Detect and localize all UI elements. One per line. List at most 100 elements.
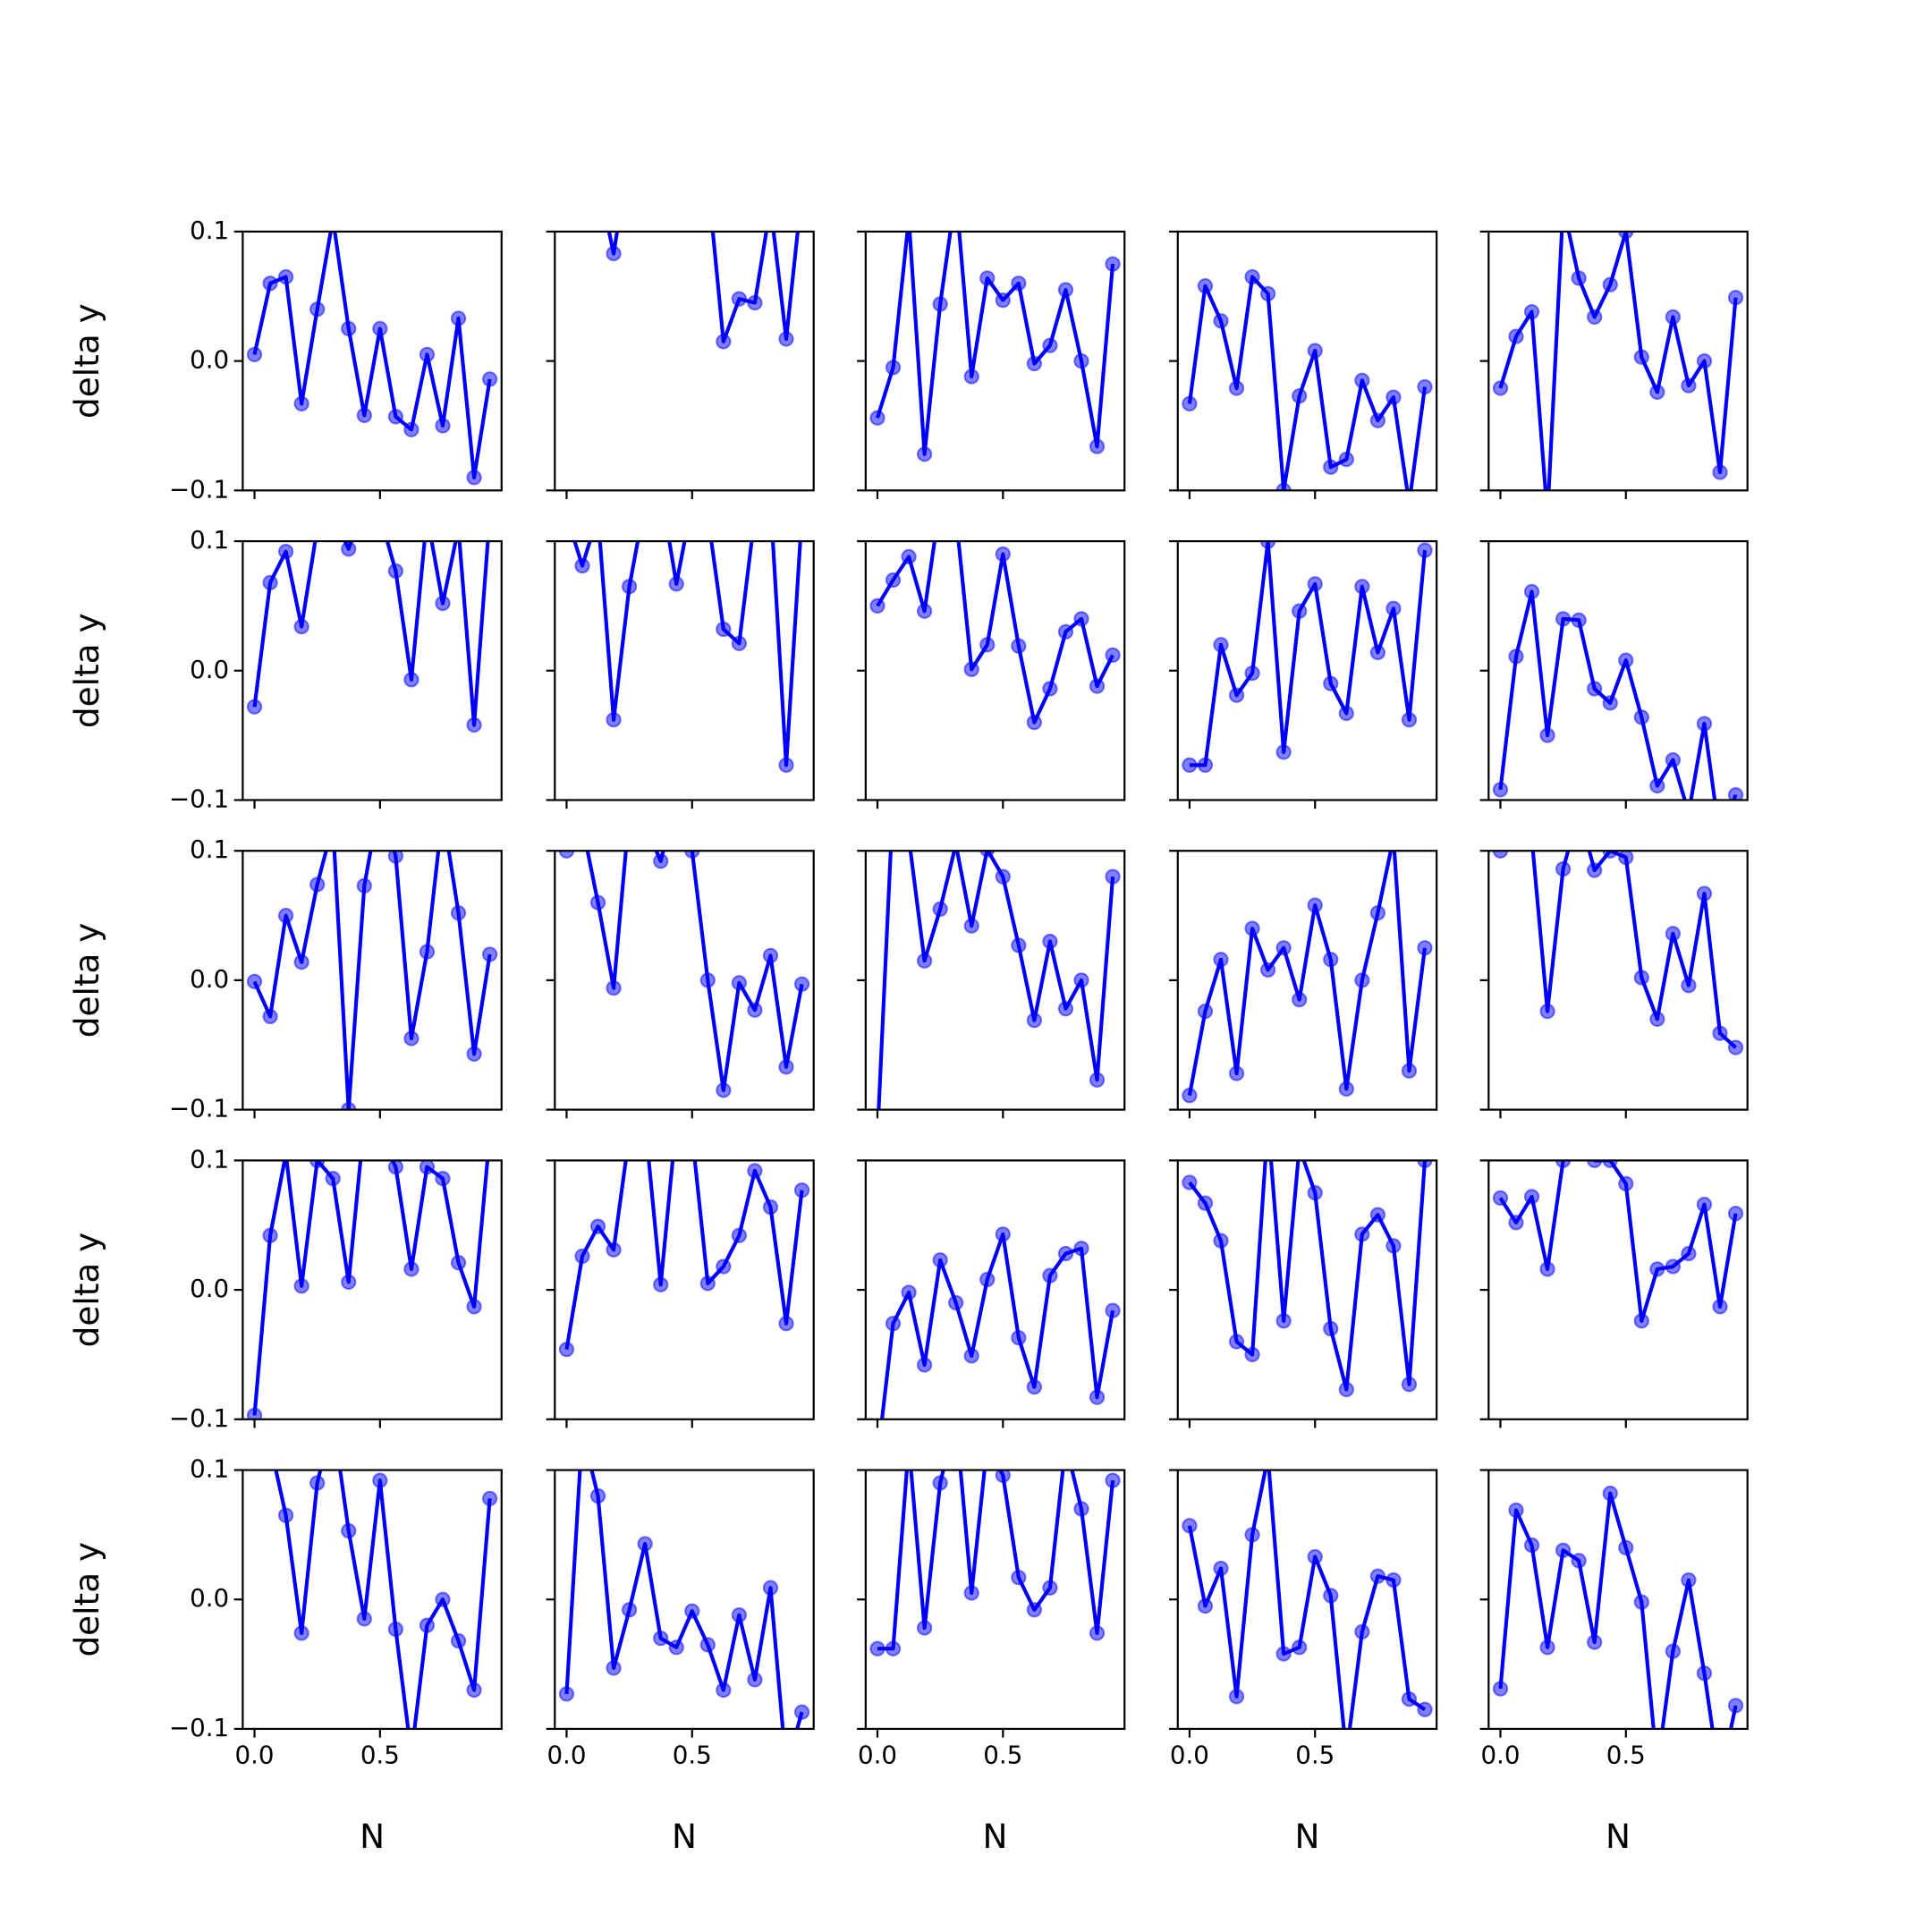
axes-frame <box>1176 230 1438 492</box>
data-point <box>1713 1774 1726 1787</box>
data-point <box>1523 303 1540 320</box>
data-point <box>1213 313 1229 329</box>
data-line <box>1189 541 1428 767</box>
data-point <box>795 509 809 522</box>
data-point <box>1011 275 1027 292</box>
data-point <box>1105 256 1121 272</box>
data-point <box>1369 905 1386 921</box>
data-point <box>1089 1389 1106 1405</box>
data-point <box>869 410 886 426</box>
data-point <box>1244 268 1260 285</box>
subplot <box>1479 539 1749 845</box>
data-point <box>623 1128 636 1141</box>
data-line <box>566 851 804 1092</box>
y-tick-label: −0.1 <box>169 1094 229 1123</box>
data-line <box>1498 1491 1738 1729</box>
y-axis-label: delta y <box>67 923 106 1038</box>
data-point <box>1696 1196 1713 1213</box>
data-point <box>293 618 309 635</box>
y-axis-label: delta y <box>67 303 106 419</box>
data-point <box>902 1437 915 1451</box>
data-point <box>963 369 979 385</box>
data-point <box>1073 1241 1089 1257</box>
data-point <box>1105 1472 1121 1488</box>
data-point <box>1602 276 1618 292</box>
x-tick-label: 0.0 <box>547 1741 586 1770</box>
data-point <box>731 635 748 652</box>
data-point <box>466 1682 482 1699</box>
data-point <box>1509 805 1522 818</box>
data-point <box>1261 1450 1275 1463</box>
data-point <box>1057 1001 1074 1017</box>
data-point <box>1042 1267 1058 1284</box>
data-point <box>1228 1334 1245 1350</box>
data-line <box>1187 851 1428 1097</box>
data-point <box>589 1487 606 1504</box>
data-point <box>293 954 309 970</box>
data-point <box>1307 343 1323 359</box>
data-point <box>1197 1597 1214 1614</box>
x-tick-label: 0.0 <box>1480 1741 1520 1770</box>
data-point <box>483 509 496 522</box>
data-point <box>403 1030 419 1046</box>
data-point <box>452 521 465 535</box>
subplot: −0.1 0.0 0.1 delta y <box>67 1128 503 1433</box>
x-tick-label: 0.0 <box>858 1741 897 1770</box>
data-point <box>1587 309 1603 326</box>
data-point <box>591 509 605 522</box>
data-point <box>668 576 684 592</box>
data-point <box>1011 1329 1027 1346</box>
data-point <box>1681 1572 1697 1589</box>
data-point <box>1665 926 1682 942</box>
data-point <box>1089 438 1106 454</box>
data-point <box>277 268 294 285</box>
data-point <box>747 1002 763 1018</box>
subplot <box>1169 1159 1438 1428</box>
data-point <box>1089 678 1106 694</box>
data-point <box>699 972 716 988</box>
data-point <box>1650 1761 1664 1775</box>
data-point <box>1042 1580 1058 1596</box>
data-point <box>668 1640 684 1656</box>
data-point <box>483 1128 496 1141</box>
data-point <box>466 1299 482 1315</box>
data-point <box>951 851 961 852</box>
data-point <box>560 160 573 174</box>
data-point <box>404 1748 418 1761</box>
data-point <box>403 421 419 437</box>
data-point <box>435 1591 451 1607</box>
data-point <box>654 122 667 135</box>
x-axis-label: N <box>1294 1817 1319 1856</box>
data-point <box>277 1507 294 1523</box>
data-point <box>1369 1568 1386 1584</box>
data-point <box>277 907 294 924</box>
data-point <box>716 334 732 350</box>
data-point <box>1618 1175 1634 1192</box>
data-point <box>623 147 636 160</box>
data-point <box>1508 1502 1524 1519</box>
data-point <box>1182 1174 1198 1191</box>
data-point <box>1105 647 1121 664</box>
data-point <box>764 496 777 509</box>
data-point <box>1244 1346 1260 1363</box>
data-point <box>731 1606 748 1623</box>
axes-frame <box>242 1469 503 1731</box>
data-point <box>310 521 324 535</box>
subplot <box>546 850 815 1119</box>
data-point <box>1727 290 1744 306</box>
y-tick-label: 0.0 <box>190 964 229 994</box>
data-point <box>574 557 590 574</box>
data-point <box>1602 1485 1618 1502</box>
data-point <box>372 320 388 337</box>
data-point <box>1197 1195 1214 1211</box>
data-point <box>450 905 467 921</box>
data-point <box>963 1585 979 1601</box>
data-point <box>901 1284 917 1301</box>
data-point <box>963 918 979 934</box>
data-point <box>293 1625 309 1641</box>
data-point <box>1275 1313 1292 1329</box>
data-point <box>1713 832 1726 845</box>
data-point <box>1338 451 1354 468</box>
data-point <box>246 699 263 715</box>
data-point <box>1259 962 1276 979</box>
